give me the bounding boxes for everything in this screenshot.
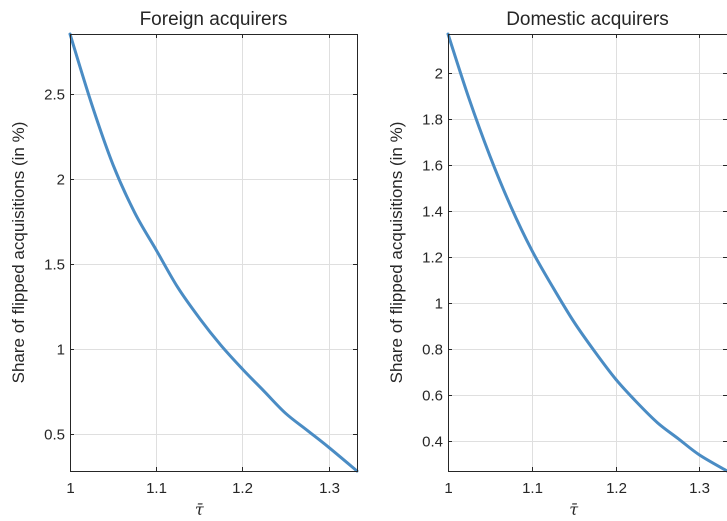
x-tick-label: 1.1: [146, 480, 167, 497]
x-tick-label: 1.2: [232, 480, 253, 497]
ticks-domestic: 1 1.1 1.2 1.3 0.4 0.6 0.8 1 1.2 1.4 1.6 1.8 2: [422, 34, 727, 497]
y-tick-label: 2.5: [44, 87, 65, 104]
y-axis-label-domestic: Share of flipped acquisitions (in %): [387, 122, 406, 384]
y-tick-label: 0.4: [422, 434, 443, 451]
series-line: [446, 32, 727, 473]
ticks-foreign: 1 1.1 1.2 1.3 0.5 1 1.5 2 2.5: [44, 34, 357, 497]
y-tick-label: 1.8: [422, 112, 443, 129]
y-tick-label: 1.2: [422, 250, 443, 267]
grid-foreign: [70, 34, 357, 471]
y-tick-label: 1: [57, 342, 65, 359]
x-tick-label: 1: [444, 480, 452, 497]
plot-frame-domestic: [448, 34, 727, 472]
chart-title-foreign: Foreign acquirers: [140, 9, 288, 30]
y-tick-label: 1.4: [422, 204, 443, 221]
y-tick-label: 1.5: [44, 257, 65, 274]
panel-foreign-acquirers: 1 1.1 1.2 1.30.511.522.5 Foreign acquirers …: [9, 9, 359, 519]
panel-domestic-acquirers: 1 1.1 1.2 1.3 0.4 0.6 0.8 1 1.2 1.4 1.6 1.8 2 Domest…: [387, 9, 727, 519]
y-tick-label: 0.8: [422, 342, 443, 359]
x-tick-label: 1.2: [606, 480, 627, 497]
y-tick-label: 1.6: [422, 158, 443, 175]
x-axis-label-foreign: τ̄: [195, 500, 205, 519]
x-tick-label: 1.1: [522, 480, 543, 497]
curve-layer-foreign: [68, 32, 359, 473]
y-tick-label: 2: [435, 66, 443, 83]
y-axis-label-foreign: Share of flipped acquisitions (in %): [9, 122, 28, 384]
x-tick-label: 1.3: [689, 480, 710, 497]
x-tick-label: 1: [66, 480, 74, 497]
series-line: [68, 32, 359, 473]
chart-title-domestic: Domestic acquirers: [506, 9, 669, 30]
y-tick-label: 1: [435, 296, 443, 313]
y-tick-label: 0.6: [422, 388, 443, 405]
x-tick-label: 1.3: [319, 480, 340, 497]
curve-layer-domestic: [446, 32, 727, 473]
x-axis-label-domestic: τ̄: [569, 500, 579, 519]
y-tick-label: 0.5: [44, 427, 65, 444]
y-tick-label: 2: [57, 172, 65, 189]
plot-frame-foreign: [70, 34, 358, 472]
grid-domestic: [448, 34, 727, 471]
